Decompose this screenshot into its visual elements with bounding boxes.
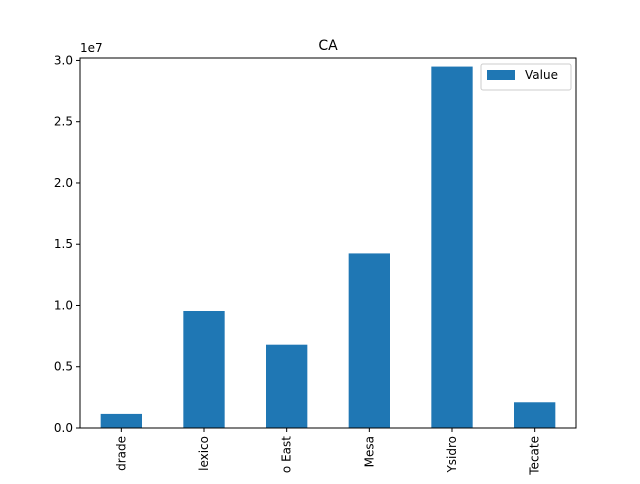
x-axis: drade lexico o East Mesa Ysidro Tecate: [114, 428, 542, 476]
y-axis: 0.0 0.5 1.0 1.5 2.0 2.5 3.0: [54, 53, 80, 435]
x-tick-label-1: lexico: [197, 436, 211, 471]
y-axis-scale-label: 1e7: [80, 41, 103, 55]
x-tick-label-0: drade: [114, 436, 128, 471]
bar-2: [266, 344, 308, 428]
bar-5: [514, 402, 556, 428]
bars-layer: [100, 66, 556, 428]
plot-frame: [79, 57, 577, 429]
legend: Value: [480, 63, 572, 91]
y-tick-label-0: 0.0: [54, 421, 73, 435]
bar-1: [183, 310, 225, 428]
y-tick-label-5: 2.5: [54, 115, 73, 129]
bar-4: [431, 66, 473, 428]
y-tick-label-2: 1.0: [54, 298, 73, 312]
y-tick-label-4: 2.0: [54, 176, 73, 190]
legend-label-value: Value: [525, 68, 558, 82]
x-tick-label-2: o East: [280, 436, 294, 473]
x-tick-label-3: Mesa: [362, 436, 376, 467]
y-tick-label-1: 0.5: [54, 360, 73, 374]
x-tick-label-5: Tecate: [528, 436, 542, 476]
y-tick-label-3: 1.5: [54, 237, 73, 251]
bar-0: [100, 413, 142, 428]
legend-swatch-value: [487, 70, 515, 80]
y-tick-label-6: 3.0: [54, 53, 73, 67]
chart-title: CA: [318, 38, 338, 54]
x-tick-label-4: Ysidro: [445, 436, 459, 474]
bar-3: [348, 253, 390, 428]
